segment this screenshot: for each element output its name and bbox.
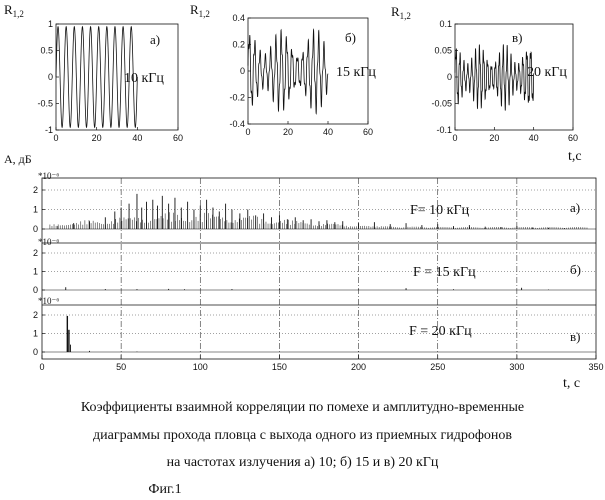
x-tick-label: 250 bbox=[430, 362, 445, 372]
panel-c-ticks: 0 20 40 60 -0.1 -0.05 0 0.05 0.1 bbox=[431, 19, 578, 143]
panel-b-ylabel: R1,2 bbox=[190, 2, 210, 19]
panel-c-frequency: 20 кГц bbox=[527, 65, 567, 80]
bottom-panel-b-scale: *10⁻⁶ bbox=[38, 237, 59, 247]
top-panel-a: R1,2 0 20 40 60 -1 -0.5 0 0.5 1 а) 10 кГц bbox=[4, 2, 183, 143]
panel-b-signal-line bbox=[248, 30, 328, 114]
bottom-y-axis-label: A, дБ bbox=[4, 152, 32, 166]
bottom-grid bbox=[42, 178, 596, 359]
x-tick-label: 0 bbox=[53, 133, 58, 143]
bottom-x-axis-label: t, c bbox=[563, 376, 580, 391]
bottom-panel-c-label: F = 20 кГц bbox=[409, 324, 472, 339]
x-tick-label: 0 bbox=[39, 362, 44, 372]
x-tick-label: 60 bbox=[568, 133, 578, 143]
x-tick-label: 20 bbox=[489, 133, 499, 143]
bottom-panel-a-label: F= 10 кГц bbox=[410, 203, 470, 218]
bottom-panel-c-scale: *10⁻⁶ bbox=[38, 296, 59, 306]
x-tick-label: 350 bbox=[588, 362, 603, 372]
y-tick-label: 0 bbox=[48, 72, 53, 82]
caption-line-2: диаграммы прохода пловца с выхода одного… bbox=[0, 428, 605, 444]
y-tick-label: 0 bbox=[33, 347, 38, 357]
x-tick-label: 60 bbox=[363, 127, 373, 137]
bottom-panel-c-letter: в) bbox=[570, 329, 580, 344]
panel-a-letter: а) bbox=[150, 32, 160, 47]
x-tick-label: 40 bbox=[323, 127, 333, 137]
top-panel-c: R1,2 0 20 40 60 -0.1 -0.05 0 0.05 0.1 в) 20 кГц bbox=[391, 4, 578, 143]
y-tick-label: 0 bbox=[447, 72, 452, 82]
figure-number: Фиг.1 bbox=[0, 482, 330, 498]
x-tick-label: 200 bbox=[351, 362, 366, 372]
y-tick-label: -0.5 bbox=[37, 99, 53, 109]
x-tick-label: 50 bbox=[116, 362, 126, 372]
y-tick-label: 1 bbox=[48, 19, 53, 29]
y-tick-label: 1 bbox=[33, 267, 38, 277]
y-tick-label: 0.05 bbox=[434, 46, 452, 56]
y-tick-label: 0.5 bbox=[40, 46, 53, 56]
bottom-panel-b-letter: б) bbox=[570, 262, 581, 277]
bottom-panel-a-scale: *10⁻⁶ bbox=[38, 171, 59, 181]
x-tick-label: 20 bbox=[92, 133, 102, 143]
caption-line-3: на частотах излучения а) 10; б) 15 и в) … bbox=[0, 455, 605, 471]
panel-c-signal-line bbox=[455, 44, 534, 110]
panel-b-letter: б) bbox=[345, 30, 356, 45]
bottom-ticks: 0 1 2 0 1 2 0 1 2 0 50 100 150 200 250 300 350 bbox=[33, 185, 604, 372]
panel-a-ylabel: R1,2 bbox=[4, 2, 24, 19]
caption-line-1: Коэффициенты взаимной корреляции по поме… bbox=[0, 400, 605, 416]
y-tick-label: 2 bbox=[33, 248, 38, 258]
y-tick-label: 2 bbox=[33, 310, 38, 320]
y-tick-label: -0.4 bbox=[229, 119, 245, 129]
panel-a-frequency: 10 кГц bbox=[124, 71, 164, 86]
y-tick-label: -0.1 bbox=[436, 125, 452, 135]
x-tick-label: 300 bbox=[509, 362, 524, 372]
y-tick-label: 0 bbox=[240, 66, 245, 76]
y-tick-label: 0.1 bbox=[439, 19, 452, 29]
y-tick-label: -1 bbox=[45, 125, 53, 135]
top-x-axis-label: t,c bbox=[568, 149, 582, 164]
x-tick-label: 0 bbox=[245, 127, 250, 137]
y-tick-label: 0 bbox=[33, 224, 38, 234]
y-tick-label: 0 bbox=[33, 285, 38, 295]
x-tick-label: 100 bbox=[193, 362, 208, 372]
panel-c-ylabel: R1,2 bbox=[391, 4, 411, 21]
x-tick-label: 0 bbox=[452, 133, 457, 143]
y-tick-label: -0.2 bbox=[229, 93, 245, 103]
x-tick-label: 40 bbox=[529, 133, 539, 143]
y-tick-label: 2 bbox=[33, 185, 38, 195]
top-panel-b: R1,2 0 20 40 60 -0.4 -0.2 0 0.2 0.4 б) 15 кГц bbox=[190, 2, 376, 137]
y-tick-label: 1 bbox=[33, 329, 38, 339]
x-tick-label: 20 bbox=[283, 127, 293, 137]
y-tick-label: 1 bbox=[33, 205, 38, 215]
amplitude-time-diagram: A, дБ 0 1 2 0 1 2 0 1 2 0 50 100 150 200 250 300 350 *10… bbox=[4, 152, 604, 391]
x-tick-label: 60 bbox=[173, 133, 183, 143]
panel-b-frequency: 15 кГц bbox=[336, 65, 376, 80]
bottom-panel-a-letter: а) bbox=[570, 200, 580, 215]
bottom-frame bbox=[42, 178, 596, 359]
x-tick-label: 40 bbox=[132, 133, 142, 143]
panel-c-letter: в) bbox=[512, 30, 522, 45]
y-tick-label: 0.2 bbox=[232, 40, 245, 50]
bottom-spikes bbox=[50, 194, 587, 352]
y-tick-label: -0.05 bbox=[431, 99, 452, 109]
y-tick-label: 0.4 bbox=[232, 13, 245, 23]
bottom-panel-b-label: F = 15 кГц bbox=[413, 265, 476, 280]
x-tick-label: 150 bbox=[272, 362, 287, 372]
